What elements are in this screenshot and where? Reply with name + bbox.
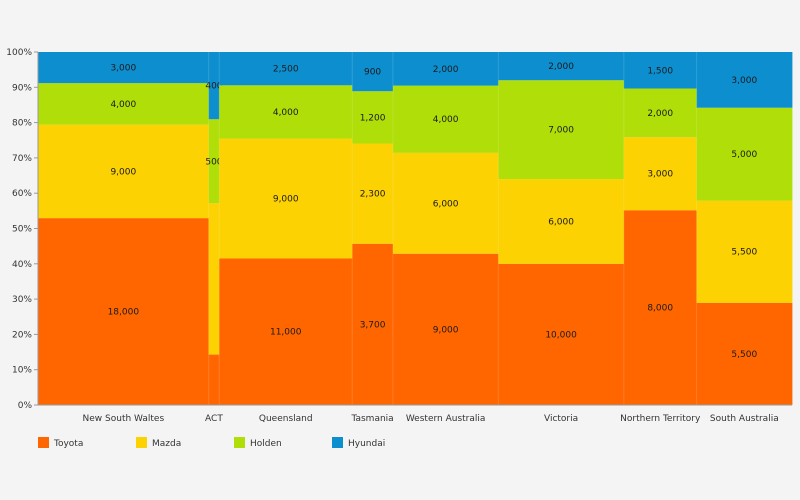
segment-holden-5 bbox=[498, 80, 625, 180]
data-label: 3,000 bbox=[731, 76, 757, 86]
y-tick-label: 100% bbox=[6, 48, 32, 58]
segment-holden-2 bbox=[219, 85, 353, 139]
segment-toyota-0 bbox=[38, 218, 210, 405]
data-label: 500 bbox=[205, 157, 222, 167]
data-label: 900 bbox=[364, 68, 381, 78]
legend-swatch-holden bbox=[234, 437, 245, 448]
data-label: 1,500 bbox=[647, 66, 673, 76]
segment-hyundai-2 bbox=[219, 52, 353, 86]
segment-mazda-5 bbox=[498, 179, 625, 264]
x-category-label: ACT bbox=[205, 414, 223, 424]
data-label: 400 bbox=[205, 82, 222, 92]
data-label: 5,500 bbox=[731, 248, 757, 258]
data-label: 2,300 bbox=[360, 190, 386, 200]
y-tick-label: 0% bbox=[18, 401, 33, 411]
y-tick-label: 10% bbox=[12, 366, 32, 376]
y-tick-label: 70% bbox=[12, 154, 32, 164]
segment-mazda-1 bbox=[208, 203, 220, 355]
segment-mazda-4 bbox=[392, 152, 499, 254]
segment-toyota-3 bbox=[352, 243, 394, 405]
legend-label-mazda: Mazda bbox=[152, 439, 181, 449]
y-tick-label: 40% bbox=[12, 260, 32, 270]
data-label: 9,000 bbox=[110, 167, 136, 177]
x-category-label: South Australia bbox=[710, 414, 779, 424]
segment-toyota-6 bbox=[623, 210, 698, 405]
data-label: 2,000 bbox=[433, 65, 459, 75]
x-category-label: Northern Territory bbox=[620, 414, 701, 424]
segment-mazda-6 bbox=[623, 137, 698, 211]
y-tick-label: 80% bbox=[12, 119, 32, 129]
y-tick-label: 60% bbox=[12, 189, 32, 199]
data-label: 1,200 bbox=[360, 113, 386, 123]
legend-swatch-hyundai bbox=[332, 437, 343, 448]
segment-hyundai-7 bbox=[696, 52, 793, 108]
y-tick-label: 50% bbox=[12, 225, 32, 235]
segment-mazda-7 bbox=[696, 200, 793, 303]
segment-holden-3 bbox=[352, 91, 394, 144]
x-category-label: Western Australia bbox=[406, 414, 486, 424]
segment-toyota-5 bbox=[498, 263, 625, 405]
data-label: 10,000 bbox=[545, 330, 577, 340]
data-label: 18,000 bbox=[108, 308, 140, 318]
segment-toyota-2 bbox=[219, 258, 353, 405]
data-label: 5,500 bbox=[731, 350, 757, 360]
segment-holden-1 bbox=[208, 119, 220, 204]
y-tick-label: 90% bbox=[12, 83, 32, 93]
x-category-label: Victoria bbox=[544, 414, 578, 424]
legend-swatch-toyota bbox=[38, 437, 49, 448]
segment-hyundai-3 bbox=[352, 52, 394, 92]
data-label: 6,000 bbox=[548, 217, 574, 227]
data-label: 3,000 bbox=[647, 170, 673, 180]
segment-toyota-4 bbox=[392, 253, 499, 405]
data-label: 9,000 bbox=[433, 325, 459, 335]
data-label: 4,000 bbox=[110, 100, 136, 110]
legend-label-holden: Holden bbox=[250, 439, 282, 449]
segment-holden-6 bbox=[623, 88, 698, 138]
segment-hyundai-1 bbox=[208, 52, 220, 120]
legend-swatch-mazda bbox=[136, 437, 147, 448]
segment-mazda-3 bbox=[352, 143, 394, 244]
segment-hyundai-0 bbox=[38, 52, 210, 84]
data-label: 2,000 bbox=[647, 109, 673, 119]
data-label: 5,000 bbox=[731, 150, 757, 160]
data-label: 4,000 bbox=[273, 108, 299, 118]
data-label: 8,000 bbox=[647, 304, 673, 314]
data-label: 3,000 bbox=[110, 64, 136, 74]
legend-label-toyota: Toyota bbox=[53, 439, 83, 449]
x-category-label: New South Waltes bbox=[83, 414, 165, 424]
data-label: 9,000 bbox=[273, 195, 299, 205]
segment-holden-0 bbox=[38, 83, 210, 125]
x-category-label: Queensland bbox=[259, 414, 313, 424]
segment-toyota-7 bbox=[696, 302, 793, 405]
legend-label-hyundai: Hyundai bbox=[348, 439, 385, 449]
data-label: 4,000 bbox=[433, 115, 459, 125]
data-label: 11,000 bbox=[270, 328, 302, 338]
data-label: 2,500 bbox=[273, 65, 299, 75]
y-tick-label: 20% bbox=[12, 330, 32, 340]
segment-mazda-2 bbox=[219, 138, 353, 259]
y-tick-label: 30% bbox=[12, 295, 32, 305]
segment-hyundai-4 bbox=[392, 52, 499, 86]
data-label: 7,000 bbox=[548, 126, 574, 136]
segment-holden-4 bbox=[392, 85, 499, 153]
x-category-label: Tasmania bbox=[350, 414, 393, 424]
segment-hyundai-5 bbox=[498, 52, 625, 81]
segment-hyundai-6 bbox=[623, 52, 698, 89]
segment-toyota-1 bbox=[208, 354, 220, 405]
data-label: 2,000 bbox=[548, 62, 574, 72]
data-label: 6,000 bbox=[433, 199, 459, 209]
data-label: 3,700 bbox=[360, 320, 386, 330]
segment-holden-7 bbox=[696, 107, 793, 201]
segment-mazda-0 bbox=[38, 124, 210, 219]
